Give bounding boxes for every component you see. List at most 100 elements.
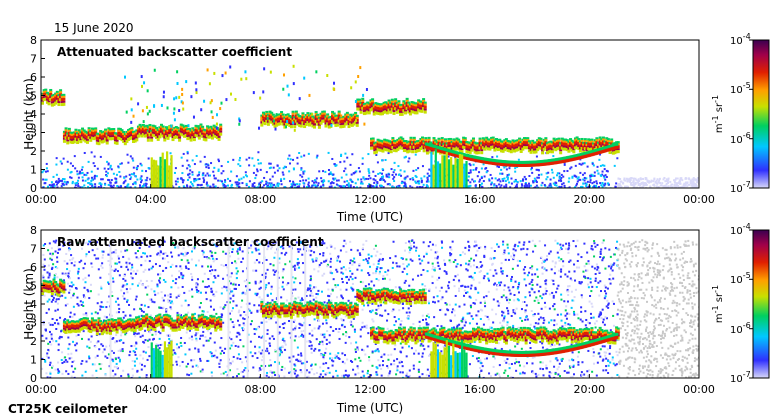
raw-noise-pixel [483, 275, 486, 278]
backscatter-pixel [522, 178, 525, 181]
cloud-layer [331, 117, 335, 120]
backscatter-pixel [180, 177, 183, 180]
backscatter-pixel [393, 180, 396, 183]
cloud-layer [356, 98, 360, 102]
backscatter-pixel [51, 183, 54, 186]
backscatter-pixel [241, 182, 244, 185]
raw-noise-pixel [170, 308, 173, 311]
cloud-layer [87, 127, 91, 131]
raw-noise-pixel [571, 375, 574, 378]
backscatter-pixel [217, 179, 220, 182]
raw-noise-pixel [428, 374, 431, 377]
backscatter-pixel [613, 164, 616, 167]
backscatter-pixel [191, 173, 194, 176]
backscatter-pixel [528, 186, 531, 188]
cloud-layer [569, 142, 573, 146]
cloud-layer [299, 124, 303, 128]
cloud-layer [153, 134, 157, 138]
cloud-layer [547, 141, 551, 145]
backscatter-pixel [251, 183, 254, 186]
cloud-layer [57, 103, 61, 107]
backscatter-pixel [205, 166, 208, 169]
raw-noise-pixel [81, 337, 84, 340]
backscatter-pixel [690, 184, 693, 187]
backscatter-pixel [655, 185, 658, 188]
cloud-layer [107, 127, 111, 131]
backscatter-pixel [546, 176, 549, 179]
raw-noise-pixel [516, 264, 519, 267]
backscatter-pixel [426, 178, 429, 181]
cloud-layer [504, 140, 508, 143]
raw-noise-pixel [148, 338, 151, 341]
cloud-layer [516, 141, 520, 144]
raw-noise-pixel [459, 254, 462, 257]
cloud-layer [209, 129, 213, 133]
cloud-layer [85, 135, 89, 139]
cloud-layer [59, 93, 63, 97]
backscatter-pixel [633, 185, 636, 188]
cloud-layer [476, 151, 480, 155]
cloud-layer [440, 139, 444, 142]
raw-noise-pixel [328, 334, 331, 337]
cloud-layer [598, 143, 602, 146]
cloud-layer [373, 151, 377, 155]
cloud-layer [378, 146, 382, 149]
cloud-layer [392, 104, 396, 107]
backscatter-pixel [213, 177, 216, 180]
raw-noise-pixel [170, 300, 173, 303]
cloud-fragment [354, 80, 357, 84]
backscatter-pixel [281, 171, 284, 174]
backscatter-pixel [292, 183, 295, 186]
backscatter-pixel [535, 179, 538, 182]
cloud-layer [598, 140, 602, 144]
backscatter-pixel [581, 162, 584, 165]
backscatter-pixel [503, 177, 506, 180]
raw-noise-pixel [183, 341, 186, 344]
raw-noise-pixel [466, 269, 469, 272]
cloud-layer [419, 139, 423, 142]
raw-noise-pixel [577, 361, 580, 364]
cloud-layer [384, 105, 388, 109]
cloud-layer [380, 103, 384, 107]
cloud-layer [104, 130, 108, 133]
backscatter-pixel [263, 184, 266, 187]
raw-noise-pixel [43, 258, 46, 261]
raw-noise-pixel [118, 307, 121, 310]
cloud-layer [291, 117, 295, 120]
backscatter-pixel [404, 185, 407, 188]
raw-noise-pixel [230, 272, 233, 275]
cloud-layer [532, 148, 536, 151]
backscatter-pixel [331, 157, 334, 160]
cloud-layer [371, 102, 375, 106]
cloud-layer [212, 131, 216, 134]
raw-noise-pixel [506, 274, 509, 277]
raw-noise-pixel [282, 268, 285, 271]
raw-noise-pixel [261, 273, 264, 276]
cloud-layer [539, 137, 543, 141]
raw-noise-pixel [190, 272, 193, 275]
cloud-layer [291, 110, 295, 114]
backscatter-pixel [689, 180, 692, 183]
backscatter-pixel [330, 172, 333, 175]
backscatter-pixel [692, 180, 695, 183]
raw-noise-pixel [473, 340, 476, 343]
cloud-fragment [340, 114, 343, 118]
backscatter-pixel [253, 164, 256, 167]
backscatter-pixel [235, 183, 238, 186]
cloud-layer [82, 136, 86, 139]
raw-noise-pixel [349, 270, 352, 273]
raw-noise-pixel [591, 285, 594, 288]
raw-noise-pixel [523, 241, 526, 244]
backscatter-pixel [220, 165, 223, 168]
backscatter-pixel [124, 179, 127, 182]
raw-noise-pixel [69, 311, 72, 314]
raw-noise-pixel [609, 278, 612, 281]
backscatter-pixel [645, 182, 648, 185]
cloud-layer [336, 123, 340, 127]
cloud-layer [610, 140, 614, 143]
backscatter-pixel [133, 181, 136, 184]
backscatter-pixel [69, 162, 72, 165]
cloud-layer [376, 145, 380, 148]
raw-noise-pixel [54, 250, 57, 253]
cloud-layer [587, 138, 591, 142]
